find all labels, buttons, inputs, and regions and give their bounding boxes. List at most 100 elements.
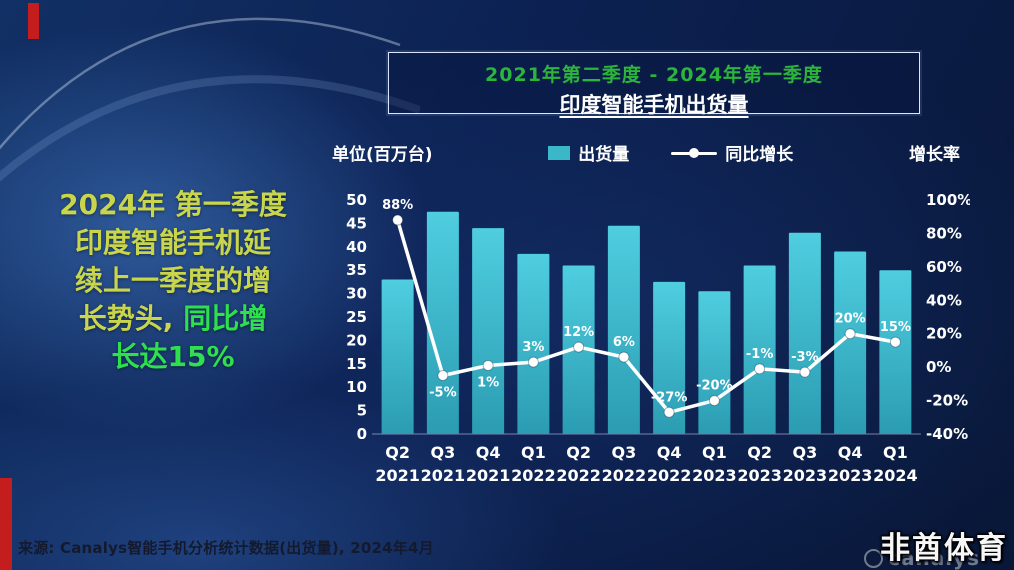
growth-point bbox=[618, 351, 630, 363]
headline-line-3: 续上一季度的增 bbox=[74, 264, 271, 297]
right-axis-tick: -40% bbox=[926, 425, 968, 443]
headline-line-4: 长势头, 同比增 bbox=[78, 302, 268, 335]
x-axis-year-label: 2023 bbox=[692, 466, 737, 485]
shipment-bar bbox=[653, 281, 686, 434]
x-axis-quarter-label: Q3 bbox=[793, 443, 818, 462]
x-axis-year-label: 2023 bbox=[828, 466, 873, 485]
growth-point-label: -1% bbox=[746, 347, 773, 362]
growth-point-label: -3% bbox=[791, 350, 818, 365]
shipment-bar bbox=[743, 265, 776, 434]
growth-point bbox=[392, 214, 404, 226]
x-axis-quarter-label: Q4 bbox=[838, 443, 863, 462]
x-axis-quarter-label: Q4 bbox=[476, 443, 501, 462]
x-axis-quarter-label: Q2 bbox=[747, 443, 772, 462]
growth-point-label: 6% bbox=[613, 335, 635, 350]
growth-point bbox=[527, 356, 539, 368]
x-axis-year-label: 2023 bbox=[737, 466, 782, 485]
headline-line-1: 2024年 第一季度 bbox=[59, 188, 287, 221]
growth-point bbox=[482, 359, 494, 371]
growth-point-label: 15% bbox=[880, 320, 911, 335]
x-axis-quarter-label: Q3 bbox=[612, 443, 637, 462]
unit-label: 单位(百万台) bbox=[332, 145, 433, 165]
x-axis-year-label: 2024 bbox=[873, 466, 918, 485]
growth-point-label: -5% bbox=[429, 386, 456, 401]
growth-point-label: 20% bbox=[835, 312, 866, 327]
shipment-bar bbox=[834, 251, 867, 434]
x-axis-year-label: 2022 bbox=[556, 466, 601, 485]
x-axis-year-label: 2021 bbox=[466, 466, 511, 485]
chart-canvas: 50454035302520151050100%80%60%40%20%0%-2… bbox=[346, 191, 972, 485]
chart-date-range: 2021年第二季度 - 2024年第一季度 bbox=[485, 64, 823, 86]
shipment-bar bbox=[698, 291, 731, 434]
left-axis-tick: 15 bbox=[346, 355, 367, 373]
red-accent-mark-top bbox=[28, 3, 39, 39]
growth-line bbox=[395, 218, 898, 415]
legend-item-shipments: 出货量 bbox=[548, 140, 629, 165]
x-axis-quarter-label: Q4 bbox=[657, 443, 682, 462]
growth-point-label: 12% bbox=[563, 325, 594, 340]
x-axis-year-label: 2023 bbox=[783, 466, 828, 485]
line-swatch-icon bbox=[671, 146, 718, 160]
red-accent-mark-bottom bbox=[0, 478, 12, 570]
left-axis-tick: 50 bbox=[346, 191, 367, 209]
x-axis-year-label: 2022 bbox=[647, 466, 692, 485]
shipment-bar bbox=[472, 228, 505, 434]
left-axis-tick: 0 bbox=[357, 425, 367, 443]
right-axis-tick: 20% bbox=[926, 325, 962, 343]
x-axis-quarter-label: Q1 bbox=[883, 443, 908, 462]
legend-shipments-label: 出货量 bbox=[578, 145, 630, 165]
chart-legend: 单位(百万台) 出货量 同比增长 增长率 bbox=[332, 140, 960, 165]
growth-point bbox=[663, 406, 675, 418]
growth-point-label: 88% bbox=[382, 198, 413, 213]
right-axis-tick: 0% bbox=[926, 358, 951, 376]
growth-rate-axis-label: 增长率 bbox=[908, 145, 960, 165]
bar-swatch-icon bbox=[548, 145, 571, 160]
right-axis-tick: 80% bbox=[926, 224, 962, 242]
x-axis-year-label: 2022 bbox=[511, 466, 556, 485]
growth-point bbox=[844, 328, 856, 340]
x-axis-quarter-label: Q1 bbox=[521, 443, 546, 462]
growth-point-label: -20% bbox=[696, 379, 733, 394]
left-axis-tick: 45 bbox=[346, 214, 367, 232]
left-axis-tick: 25 bbox=[346, 308, 367, 326]
chart-title: 印度智能手机出货量 bbox=[559, 93, 749, 117]
x-axis-quarter-label: Q2 bbox=[385, 443, 410, 462]
growth-point bbox=[754, 363, 766, 375]
watermark-text: 非酋体育 bbox=[880, 531, 1008, 566]
x-axis-year-label: 2021 bbox=[375, 466, 420, 485]
growth-point bbox=[708, 395, 720, 407]
right-axis-tick: 40% bbox=[926, 291, 962, 309]
canalys-logo: canalys bbox=[864, 546, 980, 570]
growth-point bbox=[889, 336, 901, 348]
x-axis-year-label: 2021 bbox=[421, 466, 466, 485]
legend-item-growth: 同比增长 bbox=[671, 140, 793, 165]
left-axis-tick: 5 bbox=[357, 402, 367, 420]
canalys-ring-icon bbox=[864, 548, 884, 568]
x-axis-year-label: 2022 bbox=[602, 466, 647, 485]
x-axis-quarter-label: Q1 bbox=[702, 443, 727, 462]
shipment-bar bbox=[607, 225, 640, 434]
bar-line-chart: 50 45 40 35 30 25 20 15 10 5 0 100% 80% 60% 40% 20% 0% -2… bbox=[330, 185, 972, 505]
shipment-bar bbox=[517, 253, 550, 434]
legend-growth-label: 同比增长 bbox=[725, 145, 794, 165]
headline-text: 2024年 第一季度 印度智能手机延 续上一季度的增 长势头, 同比增 长达15… bbox=[28, 186, 318, 376]
legend-items: 出货量 同比增长 bbox=[548, 140, 793, 165]
growth-point bbox=[573, 341, 585, 353]
shipment-bar bbox=[426, 211, 459, 434]
left-axis-tick: 35 bbox=[346, 261, 367, 279]
source-attribution: 来源: Canalys智能手机分析统计数据(出货量), 2024年4月 bbox=[18, 539, 434, 557]
x-axis-quarter-label: Q2 bbox=[566, 443, 591, 462]
left-axis-tick: 40 bbox=[346, 238, 367, 256]
growth-point bbox=[437, 370, 449, 381]
left-axis-tick: 20 bbox=[346, 331, 367, 349]
shipment-bar bbox=[879, 270, 912, 434]
left-axis-tick: 30 bbox=[346, 285, 367, 303]
growth-point-label: -27% bbox=[651, 390, 688, 405]
headline-line-2: 印度智能手机延 bbox=[74, 226, 271, 259]
growth-point-label: 3% bbox=[522, 340, 544, 355]
x-axis-quarter-label: Q3 bbox=[431, 443, 456, 462]
growth-point bbox=[799, 366, 811, 378]
headline-line-5: 长达15% bbox=[111, 340, 235, 373]
chart-title-box: 2021年第二季度 - 2024年第一季度 印度智能手机出货量 bbox=[388, 52, 920, 117]
